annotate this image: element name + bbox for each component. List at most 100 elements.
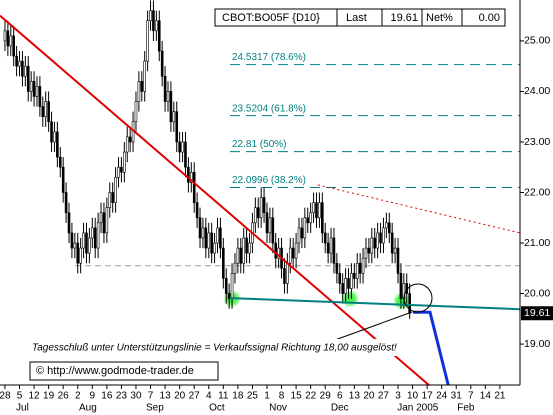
x-tick-label: 24 [436, 391, 448, 402]
y-tick-label: 24.00 [524, 85, 550, 97]
price-tag-label: 19.61 [524, 307, 550, 319]
candle-body [219, 227, 222, 249]
header: CBOT:BO05F {D10} Last 19.61 Net% 0.00 [214, 8, 506, 27]
candle-body [332, 237, 336, 264]
trend-line [229, 297, 520, 311]
candle-body [245, 237, 248, 254]
candle-body [187, 166, 190, 183]
candle-body [93, 227, 97, 249]
candle-body [175, 111, 179, 143]
month-label: Dec [331, 403, 349, 414]
candle-body [53, 131, 56, 143]
candle-body [268, 217, 272, 234]
x-tick-label: 20 [363, 391, 375, 402]
candle-body [297, 227, 301, 244]
x-tick-label: 8 [279, 391, 285, 402]
candle-body [120, 166, 123, 173]
candle-body [350, 273, 353, 289]
x-tick-label: 4 [206, 391, 212, 402]
x-tick-label: 27 [189, 391, 201, 402]
candle-body [76, 242, 80, 264]
candle-body [274, 242, 278, 259]
candle-body [35, 86, 39, 97]
candle-body [367, 247, 371, 254]
x-tick-label: 19 [43, 391, 55, 402]
signal-circle [403, 283, 433, 313]
candle-body [326, 242, 330, 254]
candle-body [181, 141, 184, 153]
candle-body [303, 217, 307, 239]
candle-body [294, 242, 298, 259]
candle-body [201, 227, 205, 239]
candle-body [26, 65, 30, 92]
annotation-pointer [334, 311, 413, 341]
y-tick-label: 19.00 [524, 338, 550, 350]
x-tick-label: 3 [395, 391, 401, 402]
candle-body [262, 197, 266, 214]
candle-body [329, 237, 333, 254]
candle-body [64, 192, 68, 214]
candle-body [149, 10, 152, 22]
candle-body [189, 171, 193, 183]
candle-body [364, 247, 368, 259]
x-tick-label: 29 [320, 391, 332, 402]
candle-body [306, 217, 310, 224]
candle-body [353, 273, 356, 279]
last-value: 19.61 [390, 12, 418, 24]
candle-body [9, 35, 13, 47]
candle-body [248, 242, 251, 254]
candle-body [286, 262, 289, 284]
candle-body [47, 101, 50, 123]
month-label: Jul [16, 403, 29, 414]
candle-body [207, 232, 211, 249]
fib-label: 23.5204 (61.8%) [232, 103, 306, 114]
candle-body [117, 166, 120, 178]
net-label: Net% [426, 12, 453, 24]
x-tick-label: 31 [451, 391, 463, 402]
candle-body [140, 81, 144, 92]
candle-body [376, 232, 379, 249]
candle-body [111, 192, 114, 203]
header-box [461, 8, 506, 27]
candle-body [230, 273, 234, 299]
candle-body [163, 75, 167, 102]
candle-body [82, 232, 85, 249]
annotation: Tagesschluß unter Unterstützungslinie = … [32, 343, 397, 354]
candle-body [73, 242, 77, 249]
candle-body [347, 278, 350, 289]
month-label: Aug [79, 403, 97, 414]
candle-body [341, 283, 344, 294]
candle-body [137, 81, 141, 102]
candle-body [114, 177, 117, 203]
candle-body [309, 212, 312, 224]
candle-body [90, 227, 94, 239]
candle-body [41, 106, 45, 118]
candle-body [271, 217, 275, 244]
candle-body [361, 257, 365, 274]
candle-body [288, 247, 292, 264]
candle-body [29, 81, 33, 92]
x-tick-label: 12 [29, 391, 41, 402]
candle-body [21, 60, 24, 77]
candle-body [88, 237, 91, 254]
candle-body [79, 247, 82, 264]
x-tick-label: 15 [291, 391, 303, 402]
x-tick-label: 9 [90, 391, 96, 402]
x-tick-label: 10 [407, 391, 419, 402]
plot-area: 24.5317 (78.6%) 23.5204 (61.8%) 22.81 (50%… [0, 0, 520, 385]
candle-body [256, 207, 260, 219]
x-tick-label: 11 [218, 391, 229, 402]
candle-body [61, 166, 65, 193]
candle-body [166, 91, 170, 102]
candle-body [222, 247, 225, 279]
candle-body [387, 222, 391, 234]
y-tick-label: 22.00 [524, 186, 550, 198]
candle-body [393, 247, 397, 254]
x-tick-label: 25 [247, 391, 259, 402]
candle-body [18, 60, 21, 67]
candle-body [157, 20, 161, 52]
symbol: CBOT:BO05F {D10} [222, 12, 320, 24]
x-tick-label: 17 [422, 391, 434, 402]
candle-body [105, 207, 109, 234]
